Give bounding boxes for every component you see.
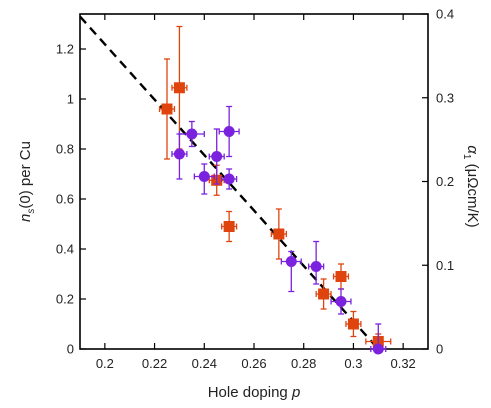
x-tick-label: 0.28	[291, 356, 316, 371]
y-right-tick-label: 0	[436, 342, 443, 357]
axis-ticks	[80, 13, 428, 350]
y-axis-right-title: α1 (μΩcm/K)	[461, 145, 481, 227]
y-right-tick-label: 0.3	[436, 90, 454, 105]
series-square	[158, 25, 392, 350]
y-left-tick-label: 0	[67, 342, 74, 357]
data-point-circle	[186, 128, 198, 140]
y-axis-left-title: ns(0) per Cu	[17, 141, 37, 222]
data-point-circle	[198, 171, 210, 182]
y-axis-right-title-var: α	[464, 145, 481, 154]
data-point-square	[335, 271, 347, 282]
data-point-circle	[285, 256, 297, 267]
data-point-square	[223, 221, 235, 232]
x-axis-title: Hole doping p	[208, 384, 301, 401]
data-point-circle	[173, 148, 185, 160]
y-axis-left-title-rest: (0) per Cu	[17, 141, 34, 209]
data-point-circle	[372, 343, 384, 355]
x-tick-label: 0.3	[344, 356, 362, 371]
series-circle	[171, 105, 387, 355]
y-right-tick-label: 0.2	[436, 174, 454, 189]
data-point-circle	[211, 151, 223, 162]
data-point-square	[173, 82, 185, 94]
y-left-tick-label: 0.2	[56, 292, 74, 307]
x-axis-title-text: Hole doping	[208, 384, 292, 401]
y-left-tick-label: 1	[67, 92, 74, 107]
y-axis-right-title-sub: 1	[461, 154, 472, 160]
data-point-square	[273, 228, 285, 240]
plot-area-frame	[79, 13, 429, 350]
x-tick-label: 0.32	[390, 356, 415, 371]
x-axis-title-var: p	[291, 384, 300, 401]
y-axis-left-title-var: n	[17, 214, 34, 222]
data-point-square	[318, 288, 330, 300]
x-tick-label: 0.24	[192, 356, 217, 371]
data-point-circle	[223, 173, 235, 185]
tick-labels: 0.2 0.22 0.24 0.26 0.28 0.3 0.32 0 0.2 0.4 0.6 0.8 1…	[56, 7, 454, 372]
y-left-tick-label: 1.2	[56, 42, 74, 57]
data-series	[158, 25, 392, 355]
x-tick-label: 0.22	[142, 356, 167, 371]
data-point-square	[161, 103, 173, 115]
data-point-circle	[310, 261, 322, 272]
data-point-square	[347, 318, 359, 330]
x-tick-label: 0.26	[241, 356, 266, 371]
y-right-tick-label: 0.1	[436, 258, 454, 273]
data-point-circle	[335, 296, 347, 307]
y-axis-right-title-rest: (μΩcm/K)	[464, 159, 481, 227]
y-axis-left-title-sub: s	[26, 209, 37, 214]
y-left-tick-label: 0.8	[56, 142, 74, 157]
data-point-circle	[223, 126, 235, 137]
y-left-tick-label: 0.4	[56, 242, 74, 257]
y-left-tick-label: 0.6	[56, 192, 74, 207]
x-tick-label: 0.2	[96, 356, 114, 371]
y-right-tick-label: 0.4	[436, 7, 454, 22]
